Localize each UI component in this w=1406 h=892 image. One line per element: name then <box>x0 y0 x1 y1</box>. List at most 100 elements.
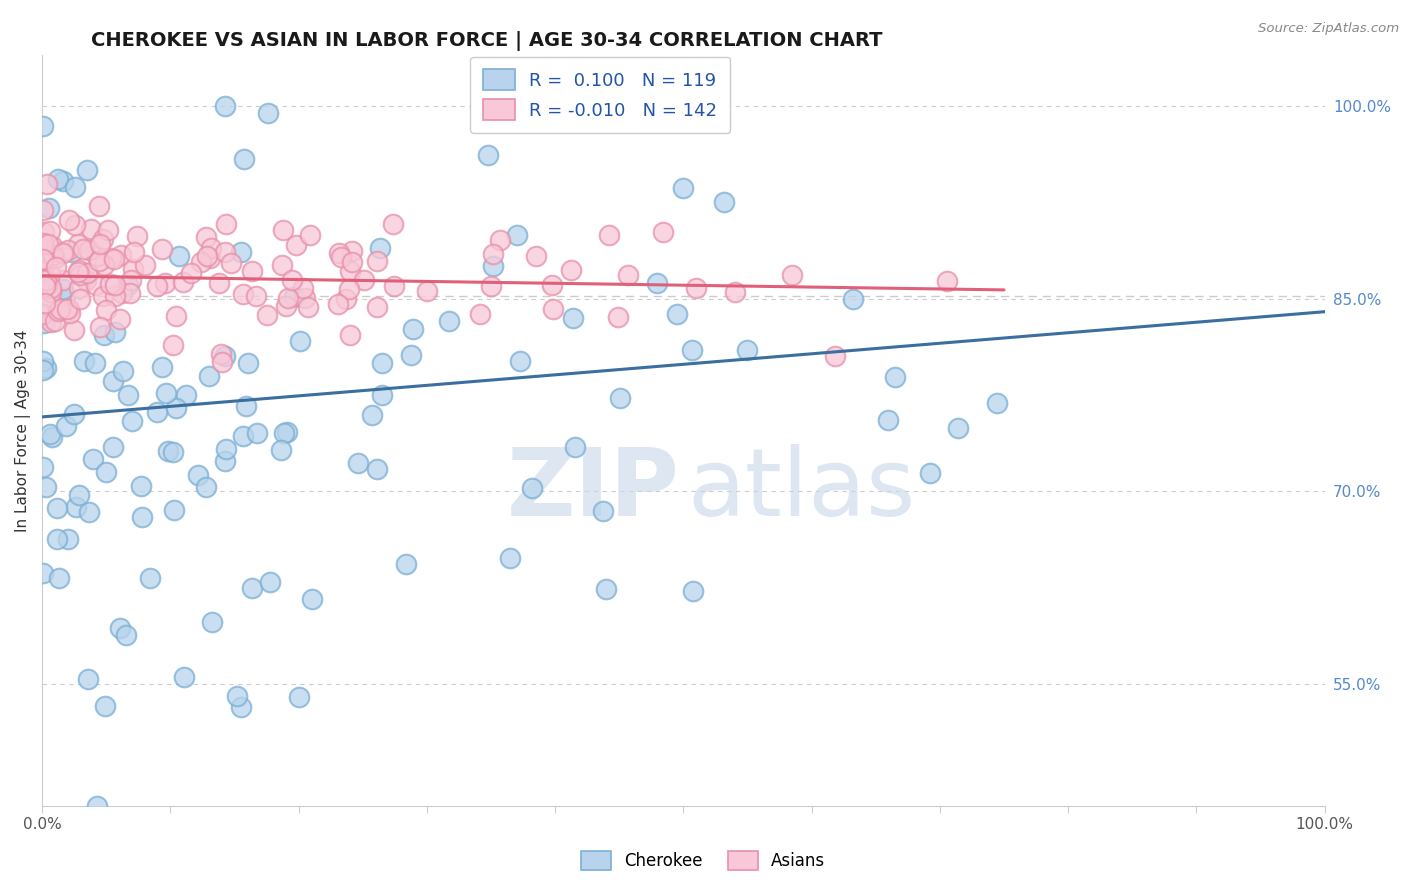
Point <box>108 312 131 326</box>
Point <box>209 347 232 361</box>
Point <box>337 282 360 296</box>
Point <box>101 374 124 388</box>
Point <box>77 505 100 519</box>
Point <box>672 181 695 195</box>
Point <box>91 232 114 246</box>
Point <box>117 388 139 402</box>
Point <box>415 285 437 299</box>
Point <box>112 363 135 377</box>
Point <box>46 171 69 186</box>
Point <box>335 292 357 306</box>
Point <box>340 255 363 269</box>
Point <box>41 282 63 296</box>
Point <box>49 301 72 316</box>
Point <box>274 299 297 313</box>
Point <box>35 177 58 191</box>
Point <box>39 280 62 294</box>
Point <box>724 285 747 300</box>
Point <box>76 163 98 178</box>
Point <box>200 241 222 255</box>
Point <box>41 239 63 253</box>
Point <box>103 252 125 266</box>
Point <box>560 263 582 277</box>
Point <box>645 276 668 290</box>
Point <box>232 286 254 301</box>
Point <box>273 426 295 441</box>
Point <box>347 456 370 470</box>
Point <box>339 264 361 278</box>
Point <box>402 321 425 335</box>
Point <box>506 227 529 242</box>
Point <box>616 268 638 282</box>
Point <box>60 244 83 259</box>
Point <box>51 174 73 188</box>
Point <box>32 225 55 239</box>
Point <box>72 243 94 257</box>
Point <box>104 325 127 339</box>
Point <box>121 261 143 276</box>
Point <box>146 279 169 293</box>
Point <box>37 281 59 295</box>
Point <box>35 274 58 288</box>
Point <box>138 571 160 585</box>
Point <box>52 246 75 260</box>
Point <box>94 699 117 714</box>
Point <box>150 359 173 374</box>
Point <box>481 247 503 261</box>
Point <box>162 337 184 351</box>
Point <box>39 285 62 299</box>
Point <box>96 465 118 479</box>
Text: CHEROKEE VS ASIAN IN LABOR FORCE | AGE 30-34 CORRELATION CHART: CHEROKEE VS ASIAN IN LABOR FORCE | AGE 3… <box>91 31 883 51</box>
Point <box>876 413 898 427</box>
Point <box>115 628 138 642</box>
Point <box>564 440 586 454</box>
Point <box>44 313 66 327</box>
Point <box>56 243 79 257</box>
Point <box>214 454 236 468</box>
Point <box>280 272 302 286</box>
Point <box>735 343 758 357</box>
Point <box>194 480 217 494</box>
Point <box>328 245 350 260</box>
Point <box>540 277 562 292</box>
Point <box>366 254 388 268</box>
Point <box>288 690 311 705</box>
Point <box>685 281 707 295</box>
Point <box>194 230 217 244</box>
Point <box>681 343 703 358</box>
Point <box>131 479 153 493</box>
Point <box>67 265 90 279</box>
Point <box>111 286 134 301</box>
Point <box>67 263 90 277</box>
Point <box>301 592 323 607</box>
Point <box>256 308 278 322</box>
Point <box>145 404 167 418</box>
Point <box>270 259 292 273</box>
Point <box>84 356 107 370</box>
Point <box>488 233 510 247</box>
Point <box>330 250 353 264</box>
Legend: Cherokee, Asians: Cherokee, Asians <box>574 844 832 877</box>
Point <box>214 349 236 363</box>
Point <box>46 532 69 546</box>
Point <box>110 248 132 262</box>
Text: Source: ZipAtlas.com: Source: ZipAtlas.com <box>1258 22 1399 36</box>
Point <box>122 245 145 260</box>
Point <box>609 391 631 405</box>
Point <box>39 224 62 238</box>
Point <box>46 304 69 318</box>
Point <box>245 426 267 441</box>
Text: atlas: atlas <box>688 444 915 536</box>
Point <box>86 249 108 263</box>
Point <box>93 328 115 343</box>
Point <box>34 295 56 310</box>
Point <box>842 293 865 307</box>
Point <box>283 289 305 303</box>
Point <box>226 690 249 704</box>
Point <box>41 430 63 444</box>
Point <box>98 277 121 291</box>
Point <box>39 315 62 329</box>
Point <box>134 258 156 272</box>
Point <box>342 244 364 258</box>
Point <box>214 245 236 260</box>
